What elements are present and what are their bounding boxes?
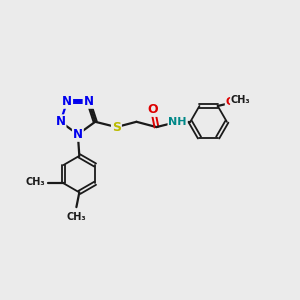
Text: N: N	[84, 95, 94, 108]
Text: N: N	[56, 115, 65, 128]
Text: CH₃: CH₃	[231, 95, 250, 105]
Text: N: N	[73, 128, 83, 141]
Text: S: S	[112, 121, 121, 134]
Text: NH: NH	[168, 117, 187, 127]
Text: CH₃: CH₃	[25, 176, 45, 187]
Text: O: O	[226, 98, 235, 107]
Text: CH₃: CH₃	[67, 212, 86, 221]
Text: N: N	[62, 95, 72, 108]
Text: O: O	[148, 103, 158, 116]
